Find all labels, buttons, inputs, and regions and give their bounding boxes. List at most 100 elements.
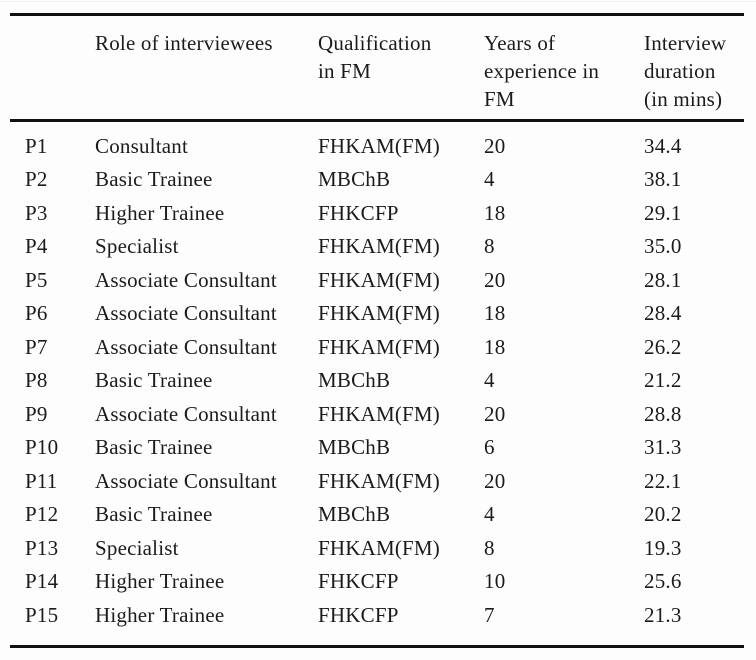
- table-cell: 31.3: [644, 435, 682, 459]
- table-cell: FHKAM(FM): [318, 267, 440, 292]
- table-cell: 22.1: [644, 468, 682, 493]
- table-cell: 20.2: [644, 502, 682, 526]
- table-row: P10 Basic Trainee MBChB 6 31.3: [10, 431, 744, 465]
- table-cell: FHKCFP: [318, 569, 399, 593]
- table-row: P1 Consultant FHKAM(FM) 20 34.4: [10, 130, 744, 164]
- table-row: P3 Higher Trainee FHKCFP 18 29.1: [10, 197, 744, 231]
- table-cell: Specialist: [95, 535, 179, 560]
- table-cell: FHKAM(FM): [318, 133, 440, 158]
- table-cell: P6: [25, 301, 48, 325]
- table-cell: 26.2: [644, 334, 682, 359]
- column-header-qualification: Qualification in FM: [318, 31, 432, 83]
- table-cell: MBChB: [318, 368, 391, 392]
- table-body: P1 Consultant FHKAM(FM) 20 34.4 P2 Basic Train…: [10, 122, 744, 646]
- table-cell: 21.2: [644, 368, 682, 392]
- table-row: P5 Associate Consultant FHKAM(FM) 20 28.1: [10, 264, 744, 298]
- table-cell: P10: [25, 435, 59, 459]
- table-row: P13 Specialist FHKAM(FM) 8 19.3: [10, 532, 744, 566]
- table-cell: 28.4: [644, 301, 682, 325]
- table-cell: FHKCFP: [318, 200, 399, 225]
- table-cell: 20: [484, 401, 506, 426]
- table-cell: P1: [25, 133, 48, 158]
- table-cell: FHKAM(FM): [318, 301, 440, 325]
- table-cell: 7: [484, 602, 495, 627]
- table-row: P4 Specialist FHKAM(FM) 8 35.0: [10, 230, 744, 264]
- page-edge-line: [0, 1, 756, 2]
- table-cell: Associate Consultant: [95, 267, 277, 292]
- table-cell: P4: [25, 234, 48, 258]
- table-cell: 28.1: [644, 267, 682, 292]
- table-row: P11 Associate Consultant FHKAM(FM) 20 22.1: [10, 465, 744, 499]
- table-cell: 18: [484, 200, 506, 225]
- table-cell: FHKAM(FM): [318, 234, 440, 258]
- table-cell: FHKAM(FM): [318, 334, 440, 359]
- table-cell: MBChB: [318, 435, 391, 459]
- table-row: P2 Basic Trainee MBChB 4 38.1: [10, 163, 744, 197]
- column-header-role: Role of interviewees: [95, 31, 273, 55]
- table-cell: Associate Consultant: [95, 334, 277, 359]
- table-cell: 25.6: [644, 569, 682, 593]
- table-cell: 4: [484, 167, 495, 191]
- table-cell: 20: [484, 133, 506, 158]
- table-cell: MBChB: [318, 502, 391, 526]
- table-cell: P9: [25, 401, 48, 426]
- table-cell: 38.1: [644, 167, 682, 191]
- table-cell: Consultant: [95, 133, 189, 158]
- table-cell: P12: [25, 502, 59, 526]
- table-cell: 34.4: [644, 133, 682, 158]
- table-cell: MBChB: [318, 167, 391, 191]
- table-cell: Basic Trainee: [95, 167, 213, 191]
- table-cell: 8: [484, 535, 495, 560]
- table-row: P8 Basic Trainee MBChB 4 21.2: [10, 364, 744, 398]
- table-cell: P14: [25, 569, 59, 593]
- table-cell: 21.3: [644, 602, 682, 627]
- table-cell: 20: [484, 267, 506, 292]
- table-cell: Basic Trainee: [95, 502, 213, 526]
- column-header-participant: [10, 29, 95, 113]
- table-bottom-rule: [10, 645, 744, 648]
- table-cell: FHKAM(FM): [318, 468, 440, 493]
- table-cell: Higher Trainee: [95, 602, 225, 627]
- column-header-duration: Interview duration (in mins): [644, 31, 727, 111]
- table-row: P6 Associate Consultant FHKAM(FM) 18 28.4: [10, 297, 744, 331]
- table-cell: FHKCFP: [318, 602, 399, 627]
- table-cell: Associate Consultant: [95, 468, 277, 493]
- table-cell: 35.0: [644, 234, 682, 258]
- table-row: P7 Associate Consultant FHKAM(FM) 18 26.2: [10, 331, 744, 365]
- table-cell: Basic Trainee: [95, 368, 213, 392]
- table-cell: 4: [484, 368, 495, 392]
- table-cell: 19.3: [644, 535, 682, 560]
- table-cell: 6: [484, 435, 495, 459]
- table-cell: 29.1: [644, 200, 682, 225]
- table-cell: Basic Trainee: [95, 435, 213, 459]
- table-cell: P8: [25, 368, 48, 392]
- table-cell: FHKAM(FM): [318, 401, 440, 426]
- table-row: P9 Associate Consultant FHKAM(FM) 20 28.8: [10, 398, 744, 432]
- table-cell: P2: [25, 167, 48, 191]
- table-cell: P3: [25, 200, 48, 225]
- table-cell: 10: [484, 569, 506, 593]
- table-top-rule: [10, 13, 744, 16]
- table-cell: Associate Consultant: [95, 401, 277, 426]
- table-cell: 20: [484, 468, 506, 493]
- table-cell: 4: [484, 502, 495, 526]
- table-cell: P5: [25, 267, 48, 292]
- table-cell: Higher Trainee: [95, 200, 225, 225]
- column-header-experience: Years of experience in FM: [484, 31, 600, 111]
- table-cell: P11: [25, 468, 58, 493]
- table-cell: FHKAM(FM): [318, 535, 440, 560]
- table-cell: 18: [484, 334, 506, 359]
- table-cell: Associate Consultant: [95, 301, 277, 325]
- table-row: P15 Higher Trainee FHKCFP 7 21.3: [10, 599, 744, 633]
- table-cell: 18: [484, 301, 506, 325]
- table-cell: P7: [25, 334, 48, 359]
- table-cell: P13: [25, 535, 59, 560]
- table-row: P12 Basic Trainee MBChB 4 20.2: [10, 498, 744, 532]
- table-cell: P15: [25, 602, 59, 627]
- participants-table: Role of interviewees Qualification in FM…: [10, 13, 744, 648]
- table-cell: Specialist: [95, 234, 179, 258]
- table-cell: 28.8: [644, 401, 682, 426]
- table-cell: 8: [484, 234, 495, 258]
- table-header-rule: [10, 119, 744, 122]
- table-header-row: Role of interviewees Qualification in FM…: [10, 16, 744, 119]
